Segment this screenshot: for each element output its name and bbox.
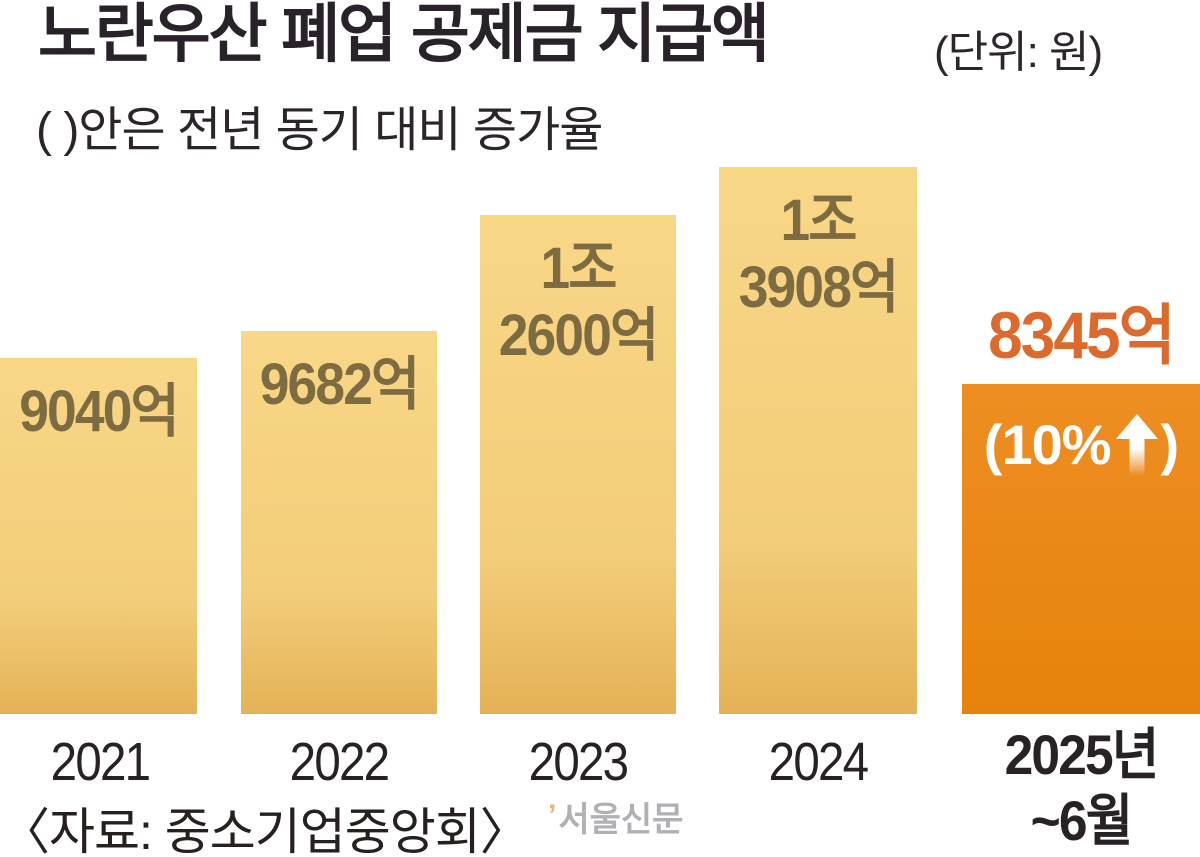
bar-2023-value-line2: 2600억 [498, 303, 659, 368]
growth-badge-text: (10% [983, 412, 1112, 476]
axis-label-2022: 2022 [289, 732, 390, 792]
axis-label-2025-line1: 2025년 [1004, 723, 1160, 786]
bar-2023: 1조 2600억 [480, 215, 676, 714]
bar-2024-value-line1: 1조 [780, 188, 857, 253]
axis-label-2025: 2025년 ~6월 [971, 722, 1192, 854]
watermark-tick-icon: ’ [548, 799, 557, 832]
bar-2021-value: 9040억 [8, 358, 189, 445]
bar-2022: 9682억 [241, 331, 437, 714]
bar-2023-value: 1조 2600억 [488, 215, 668, 369]
bar-2023-value-line1: 1조 [540, 236, 617, 301]
bar-2025-value: 8345억 [988, 298, 1176, 372]
axis-label-2021: 2021 [50, 732, 151, 792]
bar-2024-value: 1조 3908억 [727, 167, 909, 321]
chart-note: ( )안은 전년 동기 대비 증가율 [36, 104, 603, 157]
bar-2024-value-line2: 3908억 [738, 255, 899, 320]
growth-badge-close: ) [1160, 412, 1180, 476]
source-label: 〈자료: 중소기업중앙회〉 [0, 804, 530, 857]
arrow-up-icon [1115, 414, 1158, 476]
bar-2025-highlight: (10% ) [962, 384, 1200, 714]
bar-2021: 9040억 [0, 358, 197, 714]
bar-2022-value: 9682억 [249, 331, 429, 418]
axis-label-2024: 2024 [768, 732, 869, 792]
watermark-name: 서울신문 [558, 801, 684, 839]
bar-2024: 1조 3908억 [719, 167, 917, 714]
bar-2021-value-line1: 9040억 [19, 379, 179, 444]
growth-badge: (10% ) [962, 408, 1200, 480]
axis-label-2025-line2: ~6월 [1030, 789, 1133, 852]
unit-label: (단위: 원) [934, 28, 1103, 77]
watermark: ’서울신문 [548, 792, 683, 841]
bar-2022-value-line1: 9682억 [259, 352, 420, 417]
axis-label-2023: 2023 [528, 732, 629, 792]
page-title: 노란우산 폐업 공제금 지급액 [38, 0, 770, 70]
